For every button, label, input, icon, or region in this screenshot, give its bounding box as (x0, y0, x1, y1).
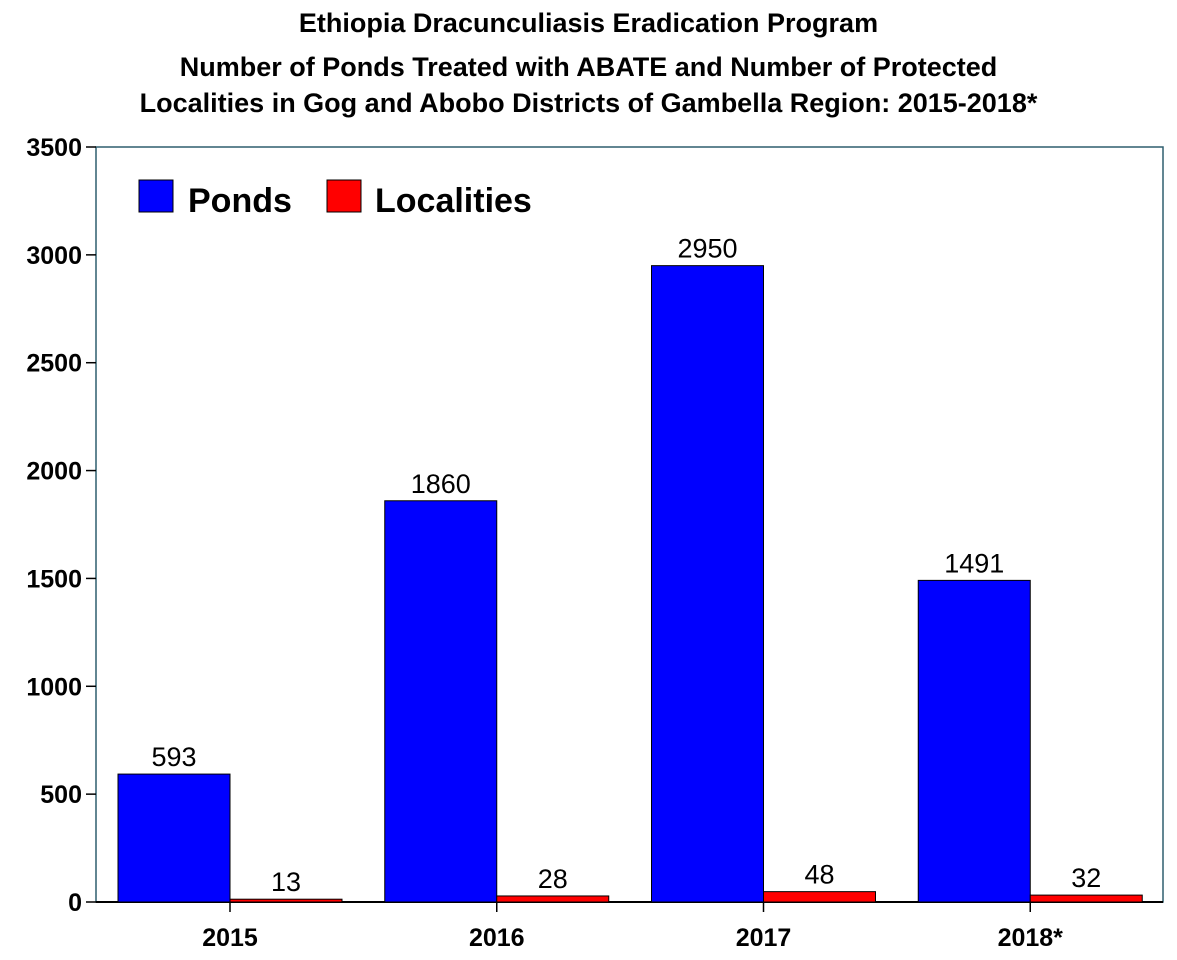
y-tick-label: 1500 (26, 565, 82, 593)
bar-localities-2017 (763, 891, 876, 903)
y-tick-label: 3500 (26, 134, 82, 162)
data-labels: 593 13 1860 28 2950 48 1491 32 (151, 234, 1101, 898)
data-label-localities: 32 (1071, 863, 1101, 893)
y-tick-label: 2000 (26, 458, 82, 486)
chart-title-line-3: Localities in Gog and Abobo Districts of… (139, 88, 1038, 118)
y-tick-label: 1000 (26, 673, 82, 701)
legend-swatch-ponds (138, 179, 174, 213)
legend-label-ponds: Ponds (188, 182, 292, 220)
chart-title-line-2: Number of Ponds Treated with ABATE and N… (179, 52, 998, 82)
y-tick-label: 0 (68, 889, 82, 917)
x-tick-label: 2015 (202, 924, 258, 952)
bar-localities-2015 (229, 898, 343, 903)
data-label-localities: 28 (538, 864, 568, 894)
bar-ponds-2017 (651, 265, 764, 903)
data-label-ponds: 593 (151, 742, 196, 772)
x-tick-label: 2018* (998, 924, 1064, 952)
y-tick-label: 3000 (26, 242, 82, 270)
data-label-localities: 13 (271, 867, 301, 897)
legend: Ponds Localities (138, 179, 532, 220)
bar-ponds-2015 (117, 773, 231, 903)
bar-ponds-2018 (917, 579, 1031, 903)
y-tick-label: 2500 (26, 350, 82, 378)
data-label-ponds: 2950 (677, 234, 737, 264)
x-tick-label: 2016 (469, 924, 525, 952)
x-tick-label: 2017 (736, 924, 792, 952)
legend-swatch-localities (326, 179, 362, 213)
data-label-localities: 48 (804, 860, 834, 890)
bar-localities-2016 (496, 895, 610, 903)
chart-title-line-1: Ethiopia Dracunculiasis Eradication Prog… (298, 8, 879, 38)
data-label-ponds: 1860 (411, 469, 471, 499)
legend-label-localities: Localities (375, 182, 532, 220)
data-label-ponds: 1491 (944, 548, 1004, 578)
bar-localities-2018 (1029, 894, 1143, 903)
y-tick-label: 500 (40, 781, 82, 809)
bar-ponds-2016 (384, 500, 498, 903)
bars (117, 265, 1143, 903)
